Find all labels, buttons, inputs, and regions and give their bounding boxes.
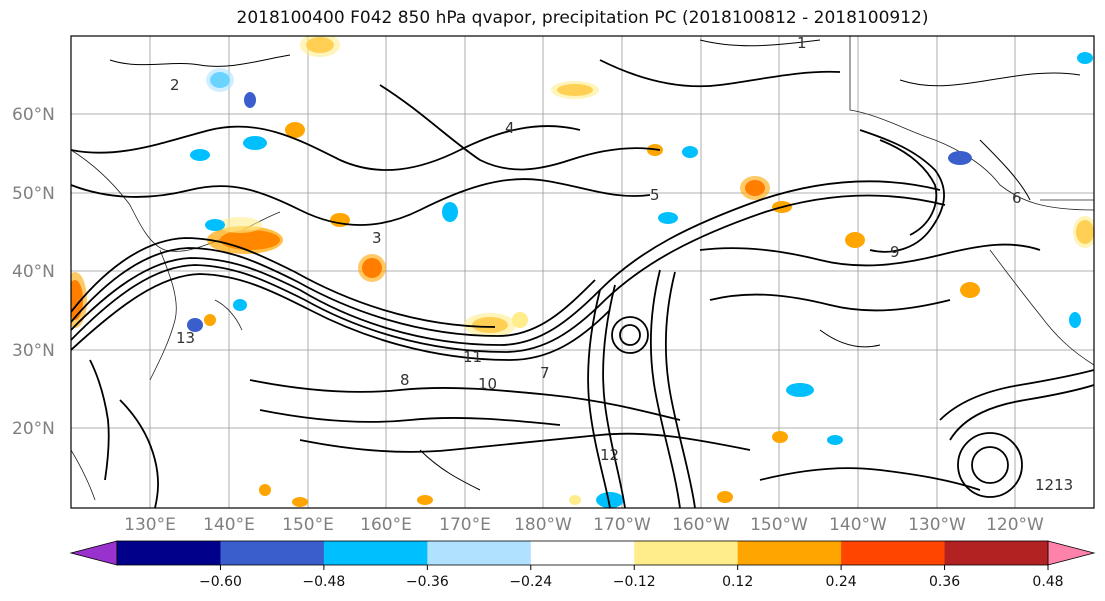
lat-label: 60°N (12, 105, 55, 125)
contour-label: 4 (505, 119, 515, 137)
colorbar-segment (220, 541, 325, 565)
contour-label: 3 (372, 229, 382, 247)
colorbar-extend-left (69, 540, 118, 566)
map-content: 1 2 3 4 5 6 7 8 9 10 11 12 13 1213 (71, 34, 1094, 508)
map-border (70, 35, 1095, 509)
contour-label: 10 (478, 375, 497, 393)
lon-label: 130°E (124, 515, 176, 535)
colorbar-segment (737, 541, 842, 565)
lon-label: 120°W (986, 515, 1044, 535)
lon-label: 180°W (514, 515, 572, 535)
lon-label: 170°W (593, 515, 651, 535)
colorbar-segment (117, 541, 221, 565)
contour-label: 11 (463, 348, 482, 366)
contour-label: 5 (650, 186, 660, 204)
lon-label: 130°W (908, 515, 966, 535)
colorbar-tick-label: 0.48 (1032, 574, 1063, 590)
lon-label: 150°E (282, 515, 334, 535)
colorbar-tick-label: −0.24 (509, 574, 552, 590)
contour-label: 6 (1012, 189, 1022, 207)
contour-label: 1 (797, 34, 807, 52)
colorbar: −0.60 −0.48 −0.36 −0.24 −0.12 0.12 0.24 0.36 0.4… (69, 540, 1096, 590)
contour-label: 1213 (1035, 476, 1073, 494)
positive-shading (71, 36, 1094, 507)
lat-label: 30°N (12, 341, 55, 361)
lon-label: 160°E (360, 515, 412, 535)
map-title: 2018100400 F042 850 hPa qvapor, precipit… (236, 8, 929, 28)
contour-labels: 1 2 3 4 5 6 7 8 9 10 11 12 13 1213 (170, 34, 1073, 494)
contour-label: 2 (170, 76, 180, 94)
colorbar-tick-label: 0.12 (722, 574, 753, 590)
colorbar-segment (323, 541, 428, 565)
latitude-labels: 60°N 50°N 40°N 30°N 20°N (12, 105, 55, 439)
contour-label: 13 (176, 329, 195, 347)
colorbar-segment (530, 541, 635, 565)
lat-label: 20°N (12, 419, 55, 439)
contour-label: 12 (600, 446, 619, 464)
colorbar-tick-label: 0.24 (826, 574, 857, 590)
colorbar-segment (634, 541, 739, 565)
colorbar-tick-label: −0.12 (613, 574, 656, 590)
lon-label: 140°W (829, 515, 887, 535)
colorbar-extend-right (1047, 540, 1096, 566)
qvapor-contours (71, 59, 1094, 508)
contour-label: 7 (540, 364, 550, 382)
colorbar-segment (427, 541, 532, 565)
lat-label: 40°N (12, 262, 55, 282)
lon-label: 170°E (439, 515, 491, 535)
colorbar-segment (944, 541, 1049, 565)
longitude-labels: 130°E 140°E 150°E 160°E 170°E 180°W 170°… (124, 515, 1044, 535)
colorbar-tick-label: −0.36 (406, 574, 449, 590)
contour-label: 8 (400, 371, 410, 389)
lon-label: 160°W (672, 515, 730, 535)
lat-label: 50°N (12, 184, 55, 204)
colorbar-frame (116, 540, 1049, 566)
contour-label: 9 (890, 243, 900, 261)
gridlines (71, 36, 1094, 508)
thin-contours (109, 39, 1081, 491)
colorbar-segment (841, 541, 946, 565)
negative-shading (187, 52, 1093, 508)
colorbar-tick-label: 0.36 (929, 574, 960, 590)
lon-label: 150°W (750, 515, 808, 535)
colorbar-tick-label: −0.60 (199, 574, 242, 590)
colorbar-tick-label: −0.48 (302, 574, 345, 590)
lon-label: 140°E (203, 515, 255, 535)
